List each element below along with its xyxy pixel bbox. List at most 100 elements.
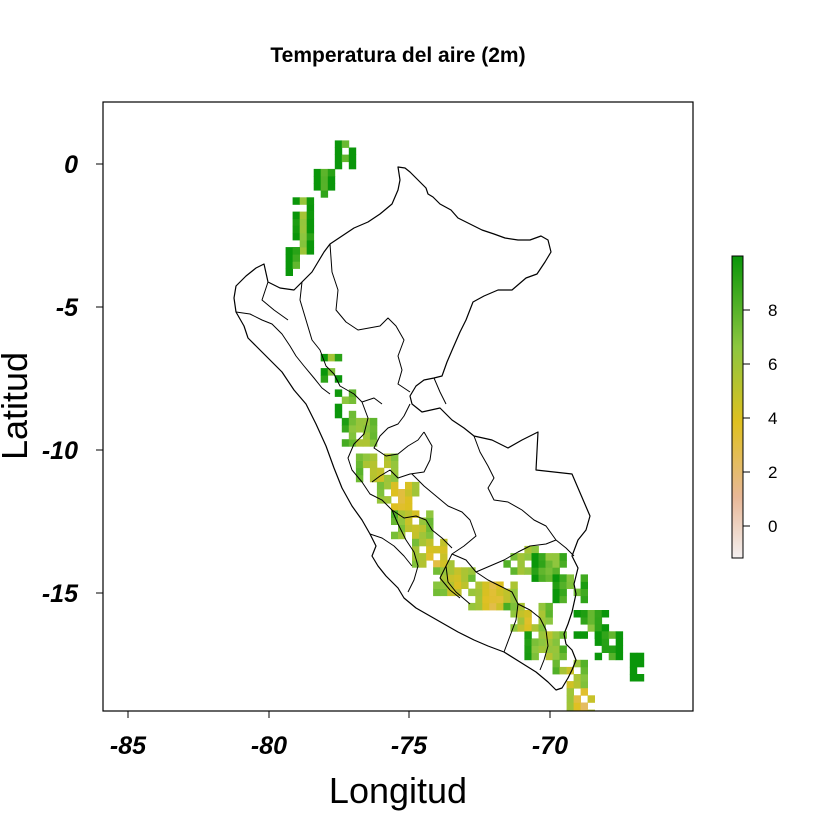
heatmap-cell [587, 695, 595, 703]
heatmap-cell [461, 567, 469, 575]
heatmap-cell [531, 645, 539, 653]
heatmap-cell [552, 581, 560, 589]
heatmap-cell [369, 439, 378, 447]
heatmap-cell [292, 261, 300, 269]
heatmap-cell [566, 581, 574, 589]
heatmap-cell [545, 652, 553, 661]
heatmap-cell [341, 425, 350, 433]
heatmap-cell [545, 560, 553, 568]
heatmap-cell [524, 638, 532, 646]
heatmap-cell [341, 140, 350, 148]
heatmap-cell [482, 581, 490, 589]
heatmap-cell [292, 247, 300, 255]
heatmap-cell [405, 510, 413, 518]
heatmap-cell [433, 581, 441, 589]
heatmap-cell [482, 588, 490, 597]
heatmap-cell [580, 702, 588, 710]
heatmap-cell [369, 467, 378, 476]
heatmap-cell [517, 617, 525, 625]
heatmap-cell [426, 531, 434, 540]
heatmap-cell [475, 588, 483, 597]
heatmap-cell [580, 666, 588, 675]
heatmap-cell [594, 631, 603, 639]
heatmap-cell [580, 617, 588, 625]
heatmap-cell [538, 624, 546, 632]
colorbar-tick-label: 0 [768, 517, 777, 536]
heatmap-cell [552, 659, 560, 668]
x-axis-label: Longitud [329, 770, 467, 811]
heatmap-cell [447, 588, 455, 597]
heatmap-cell [384, 453, 392, 461]
heatmap-cell [496, 581, 504, 589]
heatmap-cell [559, 631, 567, 639]
heatmap-cell [334, 403, 343, 412]
heatmap-cell [524, 624, 532, 632]
heatmap-cell [524, 545, 532, 554]
heatmap-cell [601, 631, 610, 639]
colorbar-tick-label: 4 [768, 409, 777, 428]
heatmap-cell [306, 232, 315, 241]
heatmap-cell [566, 695, 574, 703]
heatmap-cell [510, 595, 518, 604]
x-axis: -85 -80 -75 -70 Longitud [110, 711, 568, 811]
heatmap-cell [334, 389, 343, 397]
heatmap-cell [320, 368, 329, 376]
heatmap-cell [510, 588, 518, 597]
heatmap-cell [559, 652, 567, 661]
heatmap-cell [545, 645, 553, 653]
heatmap-cell [369, 425, 378, 433]
heatmap-cell [341, 439, 350, 447]
y-axis-label: Latitud [0, 352, 35, 460]
heatmap-cell [433, 560, 441, 568]
heatmap-cell [419, 553, 427, 561]
heatmap-cell [306, 218, 315, 227]
heatmap-cell [348, 161, 357, 170]
colorbar-tick-label: 8 [768, 301, 777, 320]
heatmap-cell [552, 631, 560, 639]
heatmap-cell [341, 154, 350, 163]
heatmap-cell [531, 545, 539, 554]
heatmap-cell [355, 467, 364, 476]
heatmap-cell [419, 531, 427, 540]
heatmap-cell [594, 624, 603, 632]
heatmap-cell [412, 489, 420, 497]
heatmap-cell [461, 574, 469, 582]
heatmap-cell [355, 417, 364, 426]
heatmap-cell [355, 425, 364, 433]
heatmap-cell [538, 602, 546, 611]
heatmap-cell [320, 375, 329, 383]
heatmap-cell [341, 396, 350, 404]
peru-outline [233, 166, 591, 691]
heatmap-cell [559, 553, 567, 561]
heatmap-cell [538, 560, 546, 568]
heatmap-cell [580, 588, 588, 597]
heatmap-cell [636, 659, 645, 668]
heatmap-cell [362, 432, 371, 440]
heatmap-cell [285, 261, 293, 269]
heatmap-cell [292, 225, 300, 234]
heatmap-cell [412, 481, 420, 490]
heatmap-cell [531, 560, 539, 568]
heatmap-cell [552, 595, 560, 604]
heatmap-cell [594, 638, 603, 646]
heatmap-cell [440, 538, 448, 547]
heatmap-cell [440, 545, 448, 554]
heatmap-cell [299, 211, 308, 220]
heatmap-cell [405, 496, 413, 504]
heatmap-cell [510, 610, 518, 618]
heatmap-cell [615, 652, 624, 661]
heatmap-cell [608, 631, 617, 639]
heatmap-cell [559, 595, 567, 604]
heatmap-cell [489, 595, 497, 604]
heatmap-cell [405, 481, 413, 490]
heatmap-cell [531, 567, 539, 575]
heatmap-cell [629, 674, 638, 682]
heatmap-cell [608, 652, 617, 661]
heatmap-cell [355, 439, 364, 447]
heatmap-cell [320, 183, 329, 191]
heatmap-cell [587, 709, 595, 711]
heatmap-cell [552, 574, 560, 582]
y-tick-label: 0 [64, 151, 78, 179]
